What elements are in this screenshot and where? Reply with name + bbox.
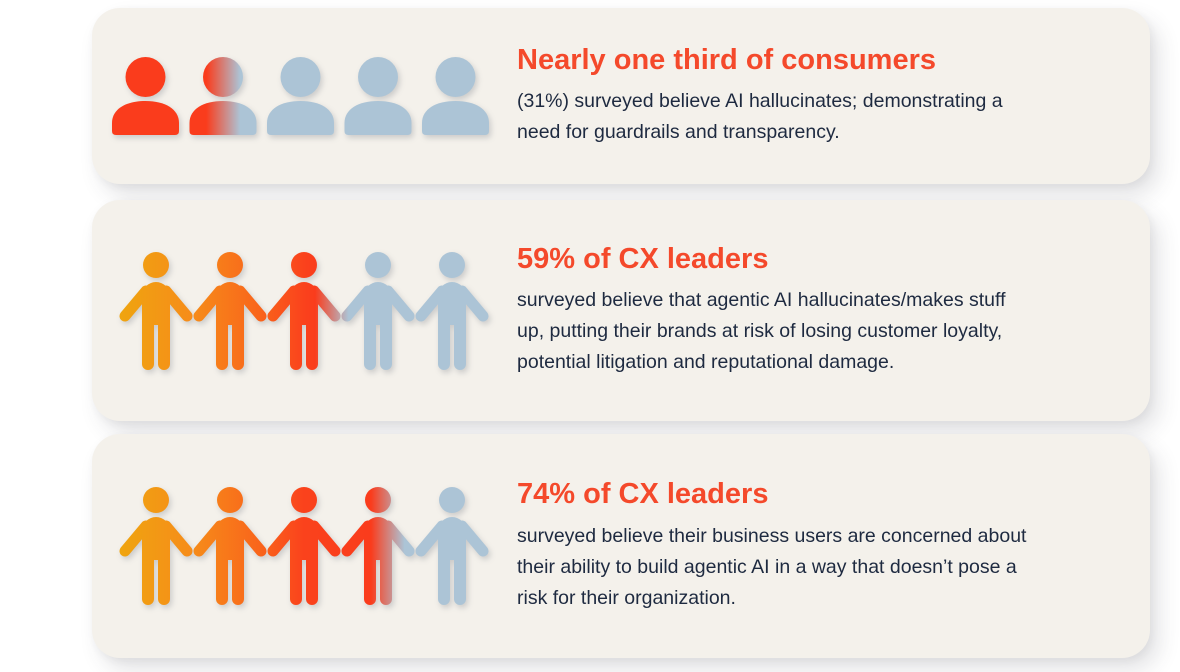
person-icon-1 xyxy=(119,251,193,370)
card-text: Nearly one third of consumers (31%) surve… xyxy=(517,44,1087,148)
body-line: need for guardrails and transparency. xyxy=(517,121,840,144)
stat-card-cx-leaders-business-users: 74% of CX leaders surveyed believe their … xyxy=(92,434,1150,658)
stat-card-cx-leaders-brand-risk: 59% of CX leaders surveyed believe that a… xyxy=(92,200,1150,421)
person-icon-3 xyxy=(267,251,341,370)
pictogram-row xyxy=(119,251,489,370)
bust-person-icon-4 xyxy=(344,57,412,135)
person-icon-3 xyxy=(267,487,341,605)
body-line: their ability to build agentic AI in a w… xyxy=(517,555,1017,578)
card-body: surveyed believe that agentic AI halluci… xyxy=(517,285,1087,378)
person-icon-2 xyxy=(193,487,267,605)
body-line: potential litigation and reputational da… xyxy=(517,351,895,374)
person-icon-2 xyxy=(193,251,267,370)
person-icon-5 xyxy=(415,251,489,370)
ai-hallucination-infographic: Nearly one third of consumers (31%) surve… xyxy=(0,8,1180,672)
pictogram-row xyxy=(119,487,489,605)
person-icon-4 xyxy=(341,487,415,605)
card-body: (31%) surveyed believe AI hallucinates; … xyxy=(517,86,1087,148)
card-heading: Nearly one third of consumers xyxy=(517,43,936,76)
body-line: surveyed believe that agentic AI halluci… xyxy=(517,289,1006,312)
body-line: risk for their organization. xyxy=(517,586,736,609)
pictogram-cx-leaders-business-users xyxy=(92,486,517,606)
stat-card-consumers-ai-hallucination: Nearly one third of consumers (31%) surve… xyxy=(92,8,1150,184)
body-line: surveyed believe their business users ar… xyxy=(517,524,1027,547)
person-icon-5 xyxy=(415,487,489,605)
card-text: 59% of CX leaders surveyed believe that a… xyxy=(517,243,1087,378)
pictogram-consumers-ai-hallucination xyxy=(92,57,517,135)
card-body: surveyed believe their business users ar… xyxy=(517,521,1087,614)
card-text: 74% of CX leaders surveyed believe their … xyxy=(517,478,1087,613)
person-icon-4 xyxy=(341,251,415,370)
card-heading: 59% of CX leaders xyxy=(517,242,769,275)
bust-person-icon-3 xyxy=(267,57,334,135)
card-heading: 74% of CX leaders xyxy=(517,478,769,511)
pictogram-row xyxy=(112,57,489,135)
bust-person-icon-1 xyxy=(112,57,179,135)
pictogram-cx-leaders-brand-risk xyxy=(92,251,517,371)
body-line: (31%) surveyed believe AI hallucinates; … xyxy=(517,90,1003,113)
person-icon-1 xyxy=(119,487,193,605)
bust-person-icon-2 xyxy=(189,57,257,135)
body-line: up, putting their brands at risk of losi… xyxy=(517,320,1003,343)
bust-person-icon-5 xyxy=(422,57,489,135)
